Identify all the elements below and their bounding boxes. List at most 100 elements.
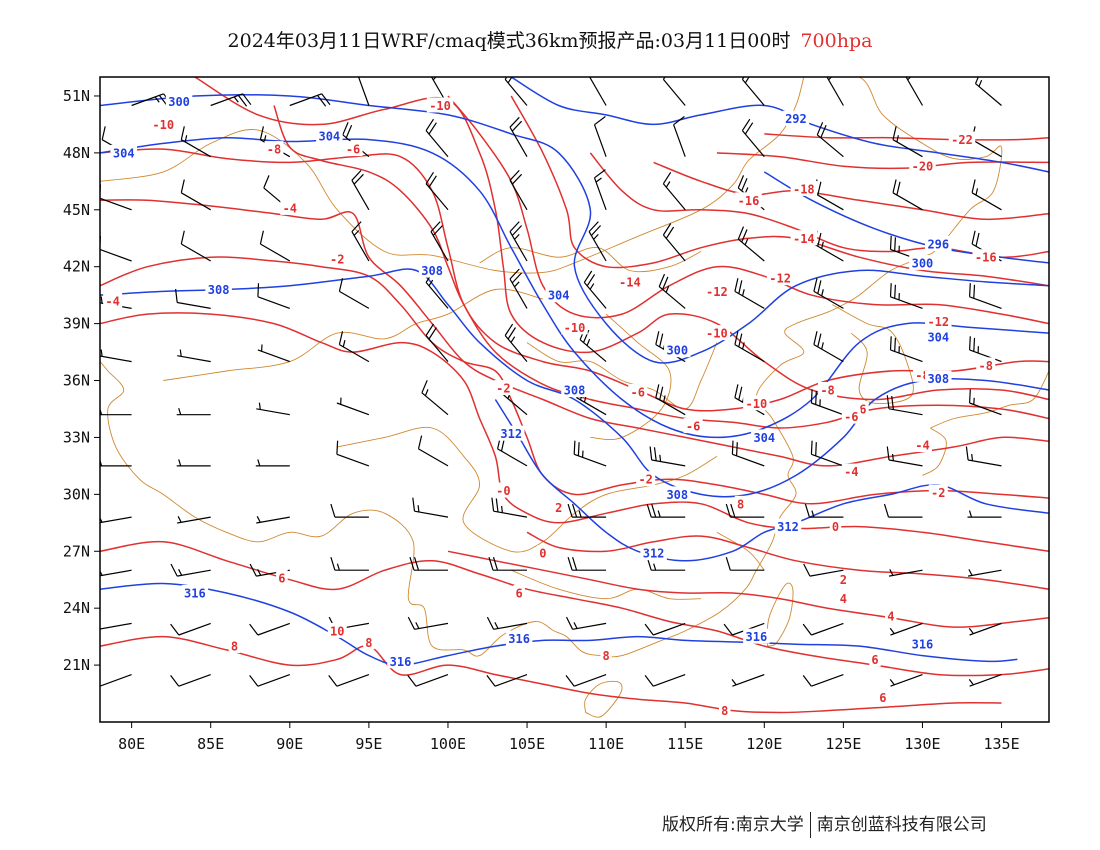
- contour-label: 8: [721, 704, 728, 718]
- wind-barb: [509, 221, 528, 262]
- lat-tick-label: 48N: [63, 144, 90, 162]
- contour-label: 300: [666, 344, 688, 358]
- wind-barb: [886, 395, 923, 416]
- wind-barb: [741, 77, 765, 106]
- boundary-line: [832, 304, 914, 404]
- lat-tick-label: 45N: [63, 201, 90, 219]
- wind-barb: [328, 674, 370, 687]
- contour-label-bg: [925, 235, 952, 251]
- contour-label-bg: [426, 97, 454, 113]
- wind-barb: [886, 446, 923, 467]
- contour-label: 296: [927, 237, 949, 251]
- contour-label-bg: [869, 651, 881, 667]
- wind-barb: [968, 674, 1002, 687]
- contour-label: 0: [539, 547, 546, 561]
- wind-barb: [175, 288, 211, 309]
- contour-label: 304: [548, 289, 570, 303]
- contour-label: 316: [184, 587, 206, 601]
- contour-label-bg: [103, 292, 123, 308]
- footer: 版权所有:南京大学 南京创蓝科技有限公司: [662, 810, 987, 838]
- contour-label-bg: [228, 638, 241, 654]
- lon-tick-label: 125E: [825, 735, 861, 753]
- lat-tick-label: 33N: [63, 428, 90, 446]
- height-contour-line: [100, 582, 1018, 666]
- contour-label-bg: [316, 127, 343, 143]
- contour-label-bg: [837, 571, 850, 587]
- wind-barb: [573, 440, 607, 467]
- wind-barb: [180, 179, 212, 211]
- contour-label: -18: [793, 182, 815, 196]
- wind-barb: [803, 563, 844, 577]
- contour-label-bg: [925, 313, 952, 329]
- wind-barb: [176, 459, 211, 467]
- wind-barb: [662, 77, 686, 106]
- contour-label: -6: [631, 385, 645, 399]
- contour-label-bg: [165, 93, 193, 109]
- wind-barb: [338, 278, 370, 309]
- contour-label-bg: [976, 357, 996, 373]
- wind-barb: [330, 503, 369, 518]
- wind-barb: [802, 622, 844, 636]
- contour-label: 6: [278, 571, 285, 585]
- wind-barb: [731, 674, 765, 687]
- contour-label: -0: [496, 484, 510, 498]
- lon-tick-label: 90E: [276, 735, 303, 753]
- lon-tick-label: 80E: [118, 735, 145, 753]
- contour-label-bg: [703, 283, 731, 299]
- contour-label: 316: [746, 630, 768, 644]
- wind-barb: [889, 622, 923, 636]
- contour-label-bg: [327, 622, 347, 638]
- contour-label: 312: [777, 520, 799, 534]
- wind-barb: [565, 674, 607, 687]
- wind-barb: [646, 503, 686, 518]
- contour-label-bg: [818, 382, 838, 398]
- contour-label-bg: [493, 380, 513, 396]
- temp-contour-line: [100, 199, 1049, 467]
- wind-barb: [588, 221, 607, 262]
- boundary-line: [100, 304, 844, 658]
- contour-label: -2: [330, 253, 344, 267]
- temp-contour-line: [100, 635, 1002, 714]
- wind-barb: [177, 349, 211, 363]
- wind-barb: [180, 126, 212, 158]
- contour-label-bg: [683, 418, 703, 434]
- contour-label: -8: [267, 143, 281, 157]
- contour-label: -8: [979, 359, 993, 373]
- height-contour-line: [100, 94, 1049, 364]
- contour-label: 6: [879, 691, 886, 705]
- wind-barb: [407, 616, 449, 630]
- wind-barb: [357, 77, 370, 106]
- wind-barb: [412, 497, 449, 518]
- company-text: 南京创蓝科技有限公司: [816, 815, 987, 835]
- wind-barb: [889, 283, 923, 309]
- contour-label-bg: [703, 325, 731, 341]
- wind-barb: [889, 235, 923, 262]
- wind-barb: [662, 171, 686, 211]
- wind-barb: [425, 118, 449, 158]
- wind-barb: [407, 674, 449, 687]
- height-contour-line: [100, 268, 1049, 498]
- wind-barb: [257, 283, 291, 309]
- contour-label-bg: [327, 251, 347, 267]
- wind-barb: [100, 516, 132, 524]
- lat-tick-label: 36N: [63, 372, 90, 390]
- contour-label: 300: [912, 256, 934, 270]
- lon-tick-label: 130E: [904, 735, 940, 753]
- contour-label: -10: [564, 321, 586, 335]
- wind-barb: [810, 440, 844, 467]
- contour-label-bg: [552, 499, 565, 515]
- copyright-text: 版权所有:南京大学: [662, 815, 804, 835]
- lat-tick-label: 51N: [63, 87, 90, 105]
- contour-label-bg: [743, 628, 770, 644]
- wind-barb: [170, 674, 211, 687]
- wind-barb: [567, 557, 607, 571]
- contour-label-bg: [909, 254, 936, 270]
- height-contour-line: [100, 136, 1049, 439]
- wind-barb: [509, 268, 528, 309]
- boundary-line: [922, 427, 947, 476]
- lat-tick-label: 30N: [63, 485, 90, 503]
- lon-tick-label: 115E: [667, 735, 703, 753]
- temp-contour-line: [764, 133, 1049, 141]
- wind-barb: [658, 273, 686, 309]
